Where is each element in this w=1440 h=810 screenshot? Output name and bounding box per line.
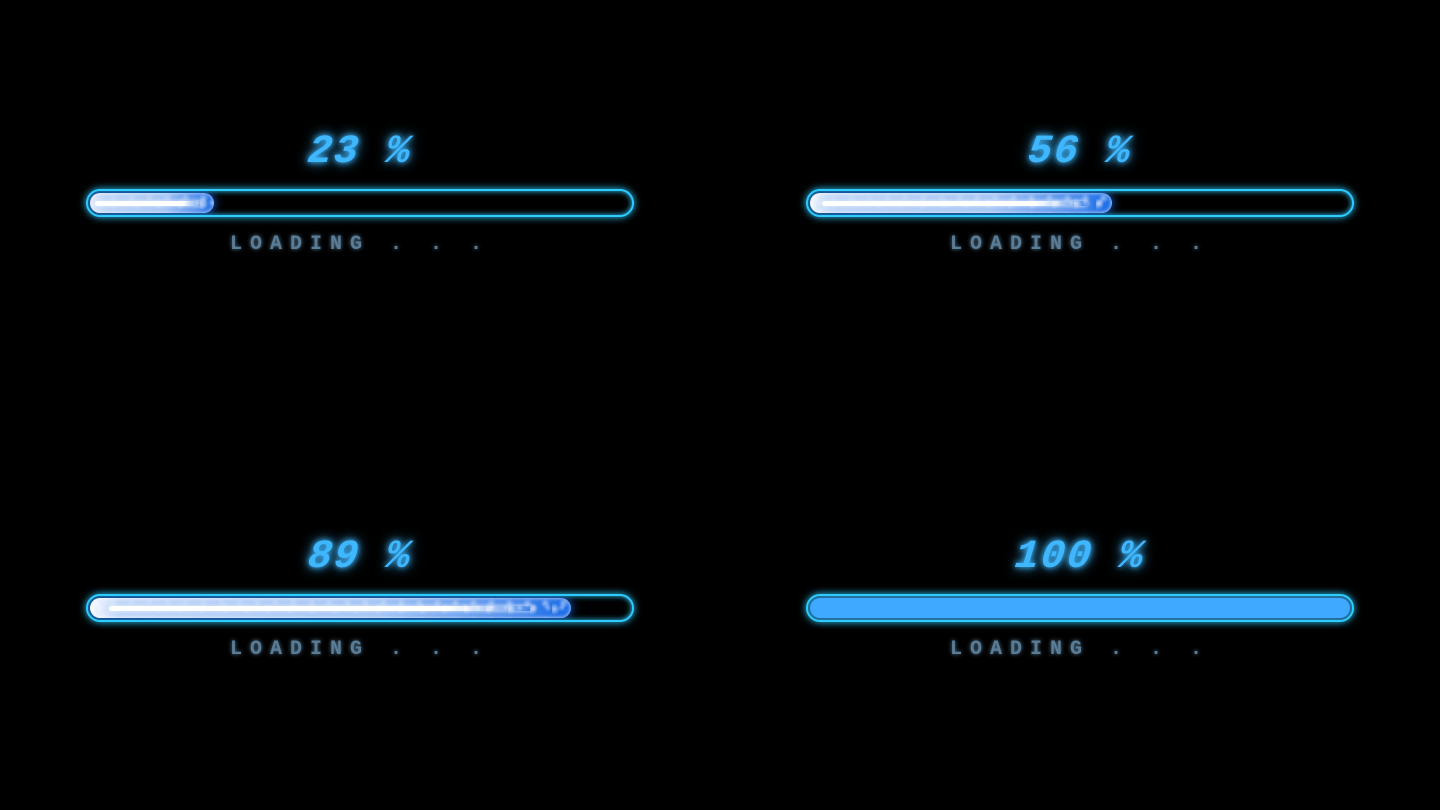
progress-bar-track	[86, 594, 634, 622]
loading-grid: 23 % LOADING . . . 56 % LOADING . . . 89…	[0, 0, 1440, 810]
progress-bar-track	[806, 594, 1354, 622]
status-label: LOADING . . .	[950, 638, 1210, 661]
loading-panel-56: 56 % LOADING . . .	[720, 0, 1440, 405]
loading-panel-89: 89 % LOADING . . .	[0, 405, 720, 810]
loading-panel-100: 100 % LOADING . . .	[720, 405, 1440, 810]
percentage-label: 89 %	[306, 535, 415, 580]
progress-bar-fill	[810, 193, 1112, 213]
progress-bar-track	[86, 189, 634, 217]
status-label: LOADING . . .	[230, 638, 490, 661]
percentage-label: 23 %	[306, 130, 415, 175]
progress-bar-fill	[90, 193, 214, 213]
progress-bar-track	[806, 189, 1354, 217]
progress-bar-fill	[90, 598, 571, 618]
percentage-label: 100 %	[1013, 535, 1148, 580]
percentage-label: 56 %	[1026, 130, 1135, 175]
progress-bar-fill	[810, 598, 1350, 618]
status-label: LOADING . . .	[950, 233, 1210, 256]
status-label: LOADING . . .	[230, 233, 490, 256]
loading-panel-23: 23 % LOADING . . .	[0, 0, 720, 405]
